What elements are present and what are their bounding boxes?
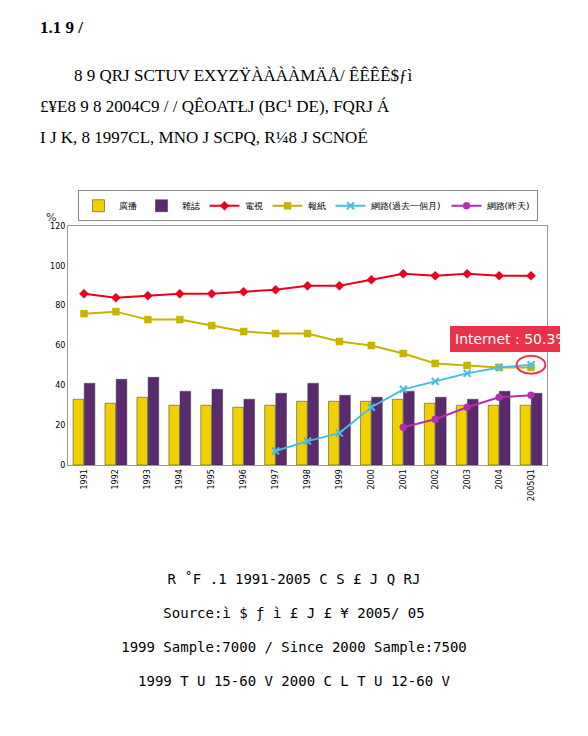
svg-text:雜誌: 雜誌 — [182, 201, 200, 211]
svg-text:2004: 2004 — [495, 469, 504, 489]
html-text:1999 Sample:7000 / Since 2000: 1999 Sample:7000 / Since 2000 Sample:750… — [121, 639, 467, 655]
svg-text:2005Q1: 2005Q1 — [527, 469, 536, 501]
svg-text:報紙: 報紙 — [308, 201, 326, 211]
svg-text:2002: 2002 — [431, 469, 440, 489]
svg-text:80: 80 — [55, 301, 65, 310]
svg-text:Internet : 50.3%: Internet : 50.3% — [455, 331, 560, 347]
svg-text:廣播: 廣播 — [119, 201, 137, 211]
svg-text:1996: 1996 — [239, 469, 248, 489]
html-text:£¥E8 9 8 2004C9 / / QÊOATŁJ (B: £¥E8 9 8 2004C9 / / QÊOATŁJ (BC¹ DE), FQ… — [40, 97, 390, 116]
html-text:I J K, 8 1997CL, MNO J SCPQ, R: I J K, 8 1997CL, MNO J SCPQ, R¼8 J SCNOÉ — [40, 128, 368, 147]
svg-text:40: 40 — [55, 381, 65, 390]
svg-text:1995: 1995 — [207, 469, 216, 489]
svg-text:1999: 1999 — [335, 469, 344, 489]
svg-text:100: 100 — [50, 262, 65, 271]
html-text:1.1 9 /: 1.1 9 / — [40, 18, 83, 37]
svg-text:%: % — [46, 211, 56, 224]
html-text:Source:ì $ ƒ ì £ J £ ¥ 2005/ 0: Source:ì $ ƒ ì £ J £ ¥ 2005/ 05 — [163, 605, 425, 621]
svg-text:1997: 1997 — [271, 469, 280, 489]
svg-text:20: 20 — [55, 421, 65, 430]
html-text:R ˚F .1 1991-2005 C S £ J Q RJ: R ˚F .1 1991-2005 C S £ J Q RJ — [167, 571, 421, 587]
html-text:1999 T U 15-60 V 2000 C L T U: 1999 T U 15-60 V 2000 C L T U 12-60 V — [138, 673, 450, 689]
svg-text:120: 120 — [50, 222, 65, 231]
svg-text:電視: 電視 — [245, 201, 263, 211]
svg-text:1998: 1998 — [303, 469, 312, 489]
svg-text:1993: 1993 — [143, 469, 152, 489]
svg-text:60: 60 — [55, 341, 65, 350]
svg-text:網路(過去一個月): 網路(過去一個月) — [370, 201, 441, 211]
svg-text:網路(昨天): 網路(昨天) — [486, 201, 530, 211]
html-text:8 9 QRJ SCTUV EXYZŸÀÀÀÀMÄÅ/ ÊÊ: 8 9 QRJ SCTUV EXYZŸÀÀÀÀMÄÅ/ ÊÊÊÊ$ƒì — [74, 66, 413, 85]
svg-text:0: 0 — [60, 461, 65, 470]
svg-text:2001: 2001 — [399, 469, 408, 489]
svg-text:2000: 2000 — [367, 469, 376, 489]
svg-text:2003: 2003 — [463, 469, 472, 489]
svg-text:1992: 1992 — [112, 469, 121, 489]
svg-text:1991: 1991 — [80, 469, 89, 489]
svg-text:1994: 1994 — [175, 469, 184, 489]
